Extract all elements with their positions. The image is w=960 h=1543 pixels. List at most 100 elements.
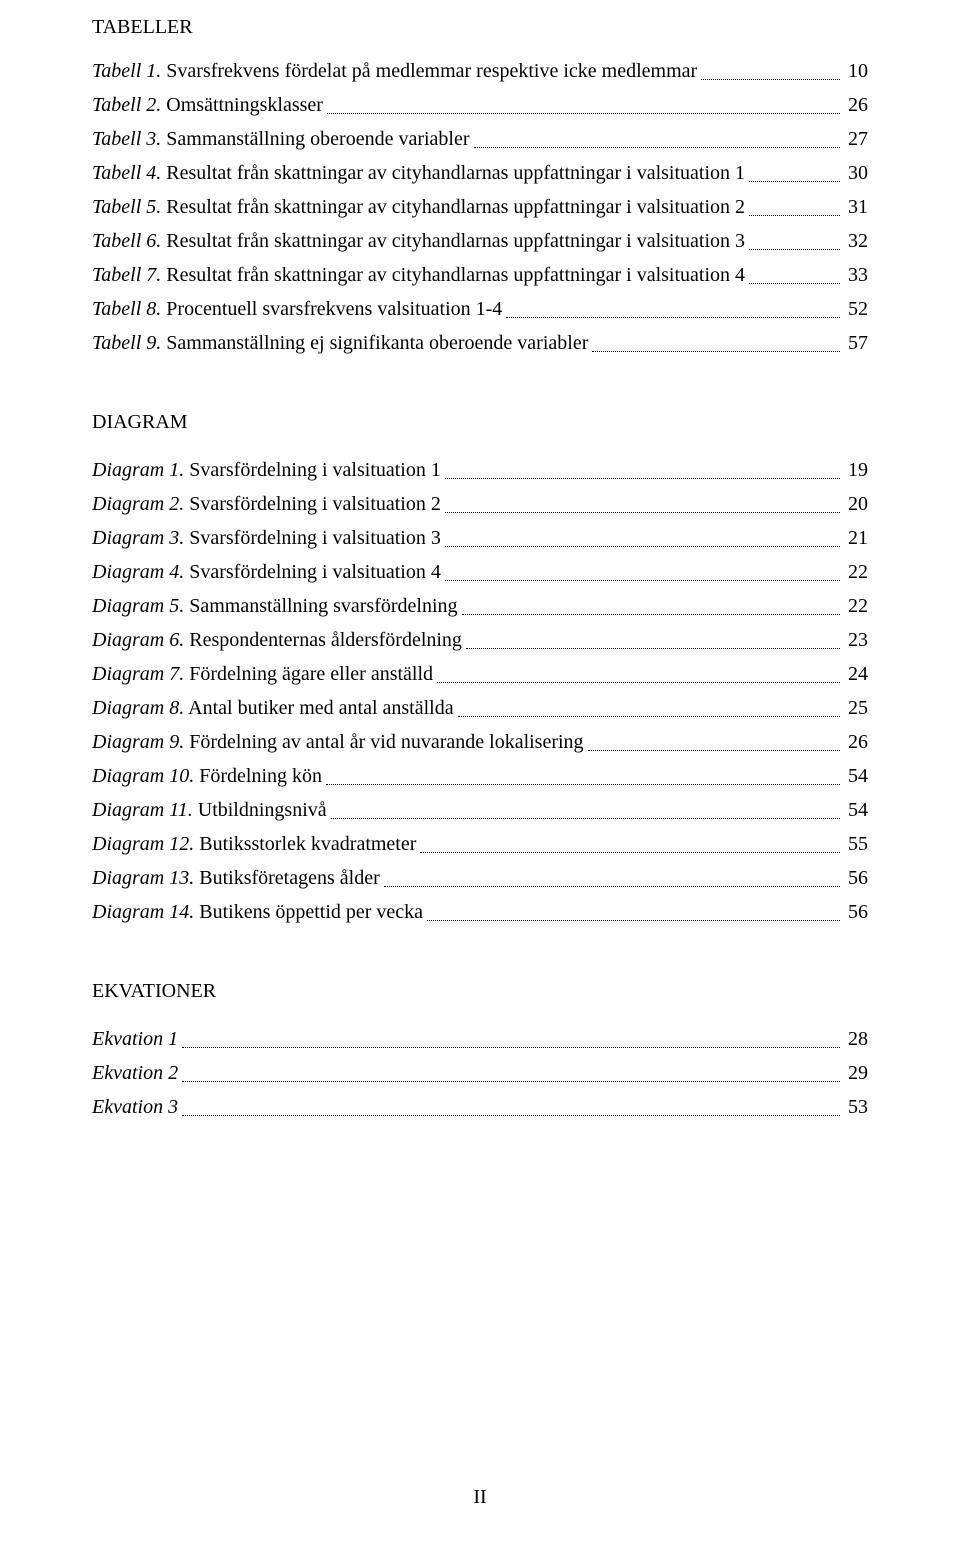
- toc-entry-desc: Resultat från skattningar av cityhandlar…: [161, 162, 745, 184]
- toc-entry-label: Ekvation 3: [92, 1096, 178, 1118]
- toc-entry-desc: Sammanställning oberoende variabler: [161, 128, 469, 150]
- toc-entry-label: Diagram 3.: [92, 527, 184, 549]
- dot-leader: [749, 167, 840, 182]
- toc-entry-label: Diagram 10.: [92, 765, 194, 787]
- toc-entry-desc: Butiksstorlek kvadratmeter: [194, 833, 416, 855]
- toc-entry-text: Diagram 9. Fördelning av antal år vid nu…: [92, 728, 584, 756]
- toc-entry: Ekvation 353: [92, 1093, 868, 1121]
- toc-entry: Tabell 6. Resultat från skattningar av c…: [92, 227, 868, 255]
- toc-entry-desc: Resultat från skattningar av cityhandlar…: [161, 264, 745, 286]
- toc-entry-desc: Svarsfrekvens fördelat på medlemmar resp…: [161, 60, 697, 82]
- dot-leader: [445, 532, 840, 547]
- toc-entry: Diagram 5. Sammanställning svarsfördelni…: [92, 592, 868, 620]
- toc-entry: Diagram 10. Fördelning kön54: [92, 762, 868, 790]
- toc-entry-desc: Procentuell svarsfrekvens valsituation 1…: [161, 298, 502, 320]
- dot-leader: [182, 1033, 840, 1048]
- dot-leader: [445, 566, 840, 581]
- dot-leader: [588, 736, 840, 751]
- toc-entry-label: Tabell 8.: [92, 298, 161, 320]
- toc-entry-desc: Svarsfördelning i valsituation 4: [184, 561, 441, 583]
- toc-entry-label: Ekvation 1: [92, 1028, 178, 1050]
- toc-entry-label: Diagram 4.: [92, 561, 184, 583]
- toc-entry-page: 25: [844, 694, 868, 722]
- toc-entry-desc: Antal butiker med antal anställda: [184, 697, 453, 719]
- toc-entry-page: 30: [844, 159, 868, 187]
- toc-entry: Diagram 1. Svarsfördelning i valsituatio…: [92, 456, 868, 484]
- dot-leader: [331, 804, 840, 819]
- dot-leader: [462, 600, 840, 615]
- toc-entry-text: Diagram 14. Butikens öppettid per vecka: [92, 898, 423, 926]
- toc-entry-page: 24: [844, 660, 868, 688]
- toc-entry: Ekvation 229: [92, 1059, 868, 1087]
- toc-entry-page: 20: [844, 490, 868, 518]
- toc-entry-label: Diagram 13.: [92, 867, 194, 889]
- toc-entry-page: 33: [844, 261, 868, 289]
- toc-entry: Diagram 13. Butiksföretagens ålder56: [92, 864, 868, 892]
- toc-entry-label: Tabell 2.: [92, 94, 161, 116]
- toc-entry-text: Tabell 1. Svarsfrekvens fördelat på medl…: [92, 57, 697, 85]
- toc-entry-desc: Sammanställning ej signifikanta oberoend…: [161, 332, 588, 354]
- toc-entry-page: 21: [844, 524, 868, 552]
- toc-entry-desc: Fördelning av antal år vid nuvarande lok…: [184, 731, 583, 753]
- section-heading-ekvationer: EKVATIONER: [92, 980, 868, 1003]
- toc-entry-label: Diagram 2.: [92, 493, 184, 515]
- toc-entry-text: Ekvation 1: [92, 1025, 178, 1053]
- toc-entry-text: Diagram 2. Svarsfördelning i valsituatio…: [92, 490, 441, 518]
- toc-entry-label: Tabell 1.: [92, 60, 161, 82]
- toc-entry-text: Diagram 6. Respondenternas åldersfördeln…: [92, 626, 462, 654]
- section-heading-diagram: DIAGRAM: [92, 411, 868, 434]
- toc-entry-text: Diagram 13. Butiksföretagens ålder: [92, 864, 380, 892]
- toc-entry-desc: Respondenternas åldersfördelning: [184, 629, 462, 651]
- toc-entry-page: 26: [844, 91, 868, 119]
- toc-entry-desc: Sammanställning svarsfördelning: [184, 595, 457, 617]
- toc-entry-text: Tabell 4. Resultat från skattningar av c…: [92, 159, 745, 187]
- toc-entry: Tabell 2. Omsättningsklasser 26: [92, 91, 868, 119]
- toc-entry-page: 31: [844, 193, 868, 221]
- toc-entry-desc: Utbildningsnivå: [193, 799, 327, 821]
- dot-leader: [749, 269, 840, 284]
- toc-entry-page: 57: [844, 329, 868, 357]
- toc-entry-page: 26: [844, 728, 868, 756]
- toc-entry-desc: Resultat från skattningar av cityhandlar…: [161, 230, 745, 252]
- toc-entry-desc: Omsättningsklasser: [161, 94, 323, 116]
- dot-leader: [749, 201, 840, 216]
- toc-entry-page: 52: [844, 295, 868, 323]
- toc-entry-text: Tabell 7. Resultat från skattningar av c…: [92, 261, 745, 289]
- toc-entry-label: Diagram 11.: [92, 799, 193, 821]
- toc-entry-desc: Svarsfördelning i valsituation 1: [184, 459, 441, 481]
- toc-entry-text: Tabell 9. Sammanställning ej signifikant…: [92, 329, 588, 357]
- toc-entry-page: 27: [844, 125, 868, 153]
- toc-entry: Diagram 2. Svarsfördelning i valsituatio…: [92, 490, 868, 518]
- toc-entry-label: Diagram 6.: [92, 629, 184, 651]
- dot-leader: [506, 303, 840, 318]
- toc-entry-desc: Fördelning kön: [194, 765, 322, 787]
- toc-entry-text: Diagram 8. Antal butiker med antal anstä…: [92, 694, 454, 722]
- toc-entry: Diagram 14. Butikens öppettid per vecka 5…: [92, 898, 868, 926]
- dot-leader: [384, 872, 840, 887]
- toc-entry: Tabell 4. Resultat från skattningar av c…: [92, 159, 868, 187]
- toc-entry-text: Diagram 5. Sammanställning svarsfördelni…: [92, 592, 458, 620]
- toc-entry-text: Ekvation 3: [92, 1093, 178, 1121]
- toc-entry-label: Tabell 3.: [92, 128, 161, 150]
- toc-entry-text: Tabell 6. Resultat från skattningar av c…: [92, 227, 745, 255]
- toc-entry-label: Diagram 8.: [92, 697, 184, 719]
- dot-leader: [182, 1067, 840, 1082]
- toc-entry-text: Tabell 8. Procentuell svarsfrekvens vals…: [92, 295, 502, 323]
- toc-entry-label: Tabell 5.: [92, 196, 161, 218]
- toc-entry-page: 29: [844, 1059, 868, 1087]
- document-page: TABELLER Tabell 1. Svarsfrekvens fördela…: [0, 0, 960, 1543]
- toc-entry-page: 10: [844, 57, 868, 85]
- toc-entry: Tabell 5. Resultat från skattningar av c…: [92, 193, 868, 221]
- toc-entry-desc: Fördelning ägare eller anställd: [184, 663, 433, 685]
- toc-entry-text: Diagram 3. Svarsfördelning i valsituatio…: [92, 524, 441, 552]
- toc-entry-page: 56: [844, 898, 868, 926]
- toc-entry: Diagram 6. Respondenternas åldersfördeln…: [92, 626, 868, 654]
- toc-entry-desc: Butiksföretagens ålder: [194, 867, 380, 889]
- toc-entry-page: 55: [844, 830, 868, 858]
- section-heading-tabeller: TABELLER: [92, 16, 868, 39]
- toc-list-ekvationer: Ekvation 128Ekvation 229Ekvation 353: [92, 1025, 868, 1121]
- toc-entry-page: 54: [844, 796, 868, 824]
- dot-leader: [427, 906, 840, 921]
- toc-entry-desc: Svarsfördelning i valsituation 2: [184, 493, 441, 515]
- dot-leader: [437, 668, 840, 683]
